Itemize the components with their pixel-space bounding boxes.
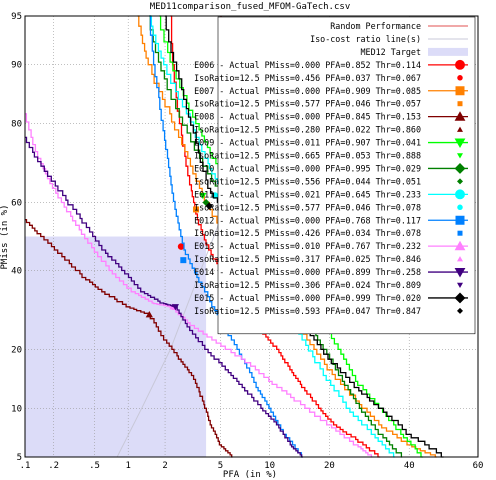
y-tick-label: 80: [11, 120, 22, 130]
legend-actual-label: E009 - Actual PMiss=0.011 PFA=0.907 Thr=…: [194, 138, 421, 148]
x-tick-label: 10: [264, 461, 275, 471]
det-curve: [25, 113, 373, 458]
x-tick-label: .5: [89, 461, 100, 471]
legend-iso-marker: [457, 75, 463, 81]
iso-point-marker: [205, 202, 213, 210]
legend-actual-label: E006 - Actual PMiss=0.000 PFA=0.852 Thr=…: [194, 60, 421, 70]
chart-title: MED11comparison_fused_MFOM-GaTech.csv: [150, 2, 350, 12]
legend: Random Performance Iso-cost ratio line(s)…: [194, 16, 476, 335]
det-curve: [149, 15, 303, 458]
det-series-8: [25, 219, 233, 458]
legend-actual-marker: [454, 138, 466, 148]
legend-box: [217, 16, 476, 335]
legend-iso-label: Iso-cost ratio line(s): [310, 34, 421, 44]
x-tick-label: 2: [162, 461, 167, 471]
legend-iso-series-label: IsoRatio=12.5 PMiss=0.456 PFA=0.037 Thr=…: [194, 73, 421, 83]
legend-iso-marker: [457, 101, 463, 107]
det-series-14: [25, 136, 303, 458]
legend-iso-marker: [457, 178, 463, 185]
iso-point-marker: [145, 311, 153, 318]
legend-actual-marker: [455, 215, 465, 225]
legend-actual-marker: [455, 189, 465, 200]
legend-actual-marker: [454, 111, 466, 121]
x-tick-label: 40: [404, 461, 415, 471]
legend-actual-label: E008 - Actual PMiss=0.000 PFA=0.845 Thr=…: [194, 112, 421, 122]
legend-iso-series-label: IsoRatio=12.5 PMiss=0.577 PFA=0.046 Thr=…: [194, 99, 421, 109]
y-tick-label: 20: [11, 345, 22, 355]
x-tick-label: 20: [324, 461, 335, 471]
iso-point-marker: [177, 243, 185, 250]
legend-iso-series-label: IsoRatio=12.5 PMiss=0.426 PFA=0.034 Thr=…: [194, 228, 421, 238]
iso-point-marker: [180, 257, 187, 264]
legend-actual-marker: [455, 86, 465, 96]
legend-iso-series-label: IsoRatio=12.5 PMiss=0.556 PFA=0.044 Thr=…: [194, 176, 421, 186]
det-series-12: [149, 15, 303, 458]
legend-iso-marker: [457, 126, 463, 132]
x-tick-label: 1: [126, 461, 131, 471]
legend-random-label: Random Performance: [330, 21, 421, 31]
legend-sample-target: [428, 47, 468, 56]
legend-iso-series-label: IsoRatio=12.5 PMiss=0.665 PFA=0.053 Thr=…: [194, 151, 421, 161]
legend-iso-marker: [457, 153, 463, 159]
legend-iso-series-label: IsoRatio=12.5 PMiss=0.317 PFA=0.025 Thr=…: [194, 254, 421, 264]
legend-actual-label: E015 - Actual PMiss=0.000 PFA=0.999 Thr=…: [194, 293, 421, 303]
x-tick-label: 60: [473, 461, 484, 471]
legend-actual-marker: [454, 240, 466, 251]
legend-actual-label: E007 - Actual PMiss=0.000 PFA=0.909 Thr=…: [194, 86, 421, 96]
legend-actual-marker: [454, 268, 466, 278]
legend-actual-marker: [454, 292, 466, 304]
legend-actual-label: E010 - Actual PMiss=0.000 PFA=0.995 Thr=…: [194, 163, 421, 173]
legend-iso-series-label: IsoRatio=12.5 PMiss=0.306 PFA=0.024 Thr=…: [194, 280, 421, 290]
legend-actual-marker: [455, 59, 465, 70]
y-axis-label: PMiss (in %): [0, 204, 10, 269]
legend-actual-label: E012 - Actual PMiss=0.000 PFA=0.768 Thr=…: [194, 215, 421, 225]
legend-iso-marker: [457, 256, 463, 262]
y-tick-label: 95: [11, 12, 22, 22]
legend-iso-series-label: IsoRatio=12.5 PMiss=0.577 PFA=0.046 Thr=…: [194, 202, 421, 212]
x-axis-label: PFA (in %): [223, 470, 277, 480]
y-tick-label: 60: [11, 199, 22, 209]
iso-point-marker: [171, 304, 179, 311]
y-tick-label: 5: [17, 453, 22, 463]
legend-iso-series-label: IsoRatio=12.5 PMiss=0.593 PFA=0.047 Thr=…: [194, 306, 421, 316]
y-tick-label: 90: [11, 61, 22, 71]
legend-actual-marker: [454, 163, 466, 174]
legend-actual-label: E011 - Actual PMiss=0.021 PFA=0.645 Thr=…: [194, 189, 421, 199]
plot-frame: [24, 15, 479, 458]
legend-actual-label: E013 - Actual PMiss=0.010 PFA=0.767 Thr=…: [194, 241, 421, 251]
legend-iso-marker: [457, 230, 463, 236]
det-curve: [25, 219, 233, 458]
legend-target-label: MED12 Target: [360, 47, 421, 57]
legend-iso-marker: [457, 307, 463, 314]
legend-iso-marker: [457, 282, 463, 288]
iso-point-marker: [193, 206, 200, 213]
x-tick-label: .1: [20, 461, 31, 471]
legend-actual-label: E014 - Actual PMiss=0.000 PFA=0.899 Thr=…: [194, 267, 421, 277]
y-tick-label: 10: [11, 404, 22, 414]
x-tick-label: .2: [48, 461, 59, 471]
med12-target-region: [25, 236, 207, 457]
x-tick-label: 5: [218, 461, 223, 471]
legend-iso-series-label: IsoRatio=12.5 PMiss=0.280 PFA=0.022 Thr=…: [194, 125, 421, 135]
y-tick-label: 40: [11, 266, 22, 276]
legend-iso-marker: [457, 204, 463, 211]
iso-point-marker: [199, 192, 207, 200]
